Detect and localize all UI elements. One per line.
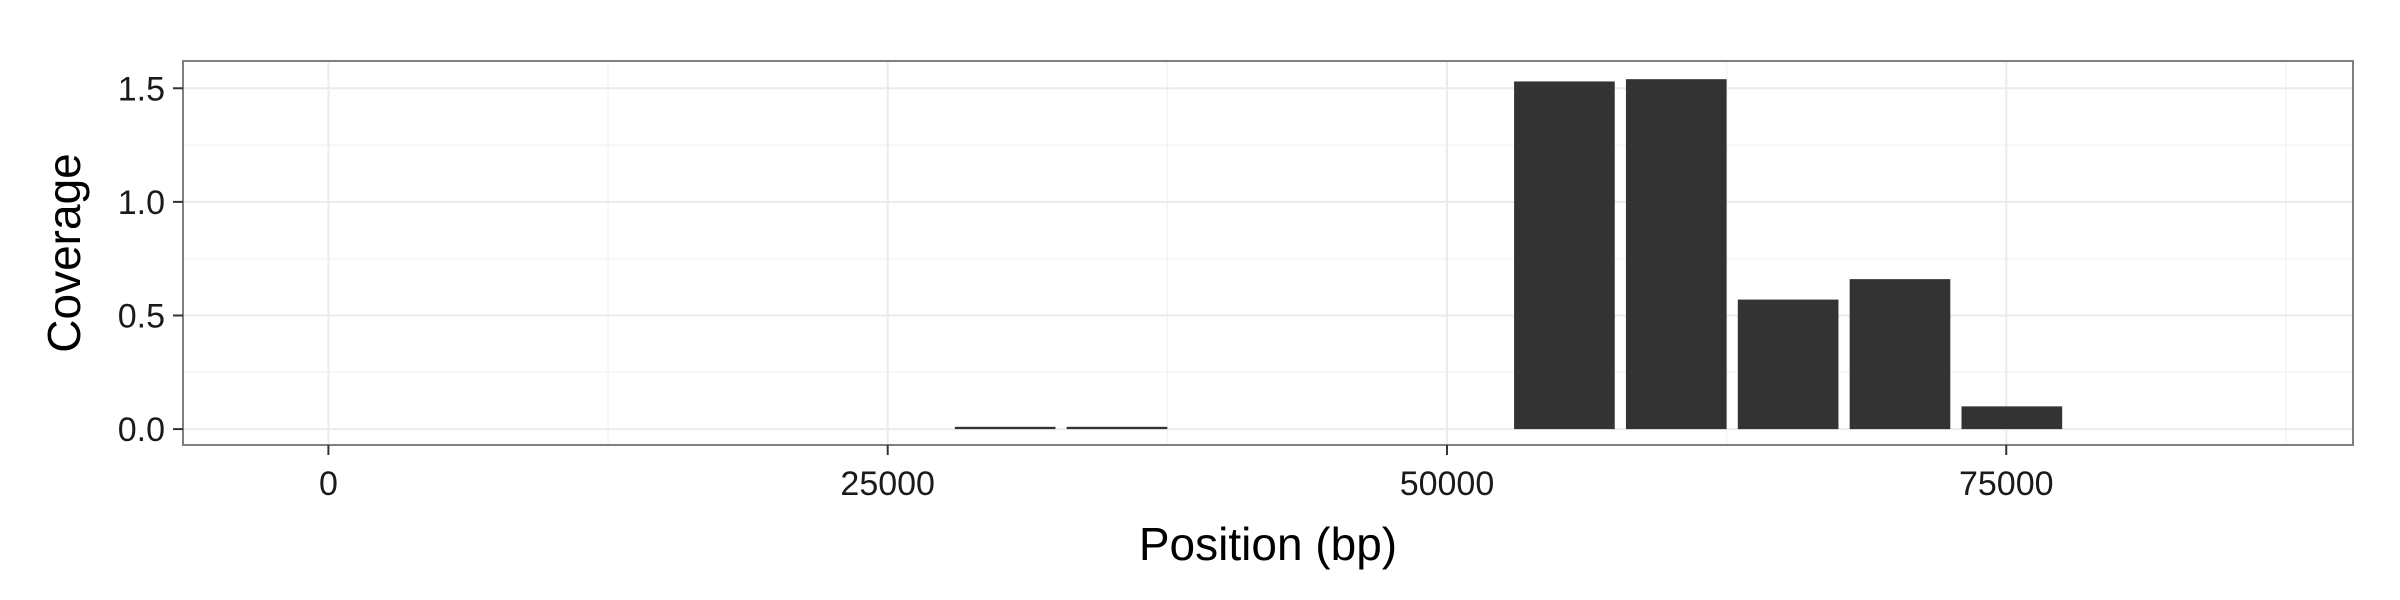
bar-2: [1514, 81, 1615, 430]
plot-panel-background: [183, 61, 2353, 445]
y-tick-label: 0.5: [118, 297, 165, 335]
axis-layer: 0 25000 50000 75000 0.0 0.5 1.0 1.5: [118, 70, 2054, 503]
bar-3: [1625, 79, 1727, 430]
bar-0: [954, 426, 1056, 430]
bar-layer: [954, 79, 2063, 430]
y-tick-label: 0.0: [118, 411, 165, 449]
x-tick-label: 25000: [840, 465, 935, 503]
y-axis-title: Coverage: [38, 153, 90, 352]
plot-panel-border: [182, 60, 2354, 446]
bar-6: [1961, 406, 2063, 430]
bar-4: [1737, 299, 1839, 430]
bar-1: [1066, 426, 1168, 430]
y-tick-label: 1.5: [118, 70, 165, 108]
y-tick-label: 1.0: [118, 184, 165, 222]
x-axis-title: Position (bp): [1139, 518, 1397, 570]
x-tick-label: 0: [319, 465, 338, 503]
grid-layer: [183, 61, 2353, 445]
x-tick-label: 75000: [1959, 465, 2054, 503]
bar-5: [1849, 279, 1951, 430]
x-tick-label: 50000: [1400, 465, 1495, 503]
